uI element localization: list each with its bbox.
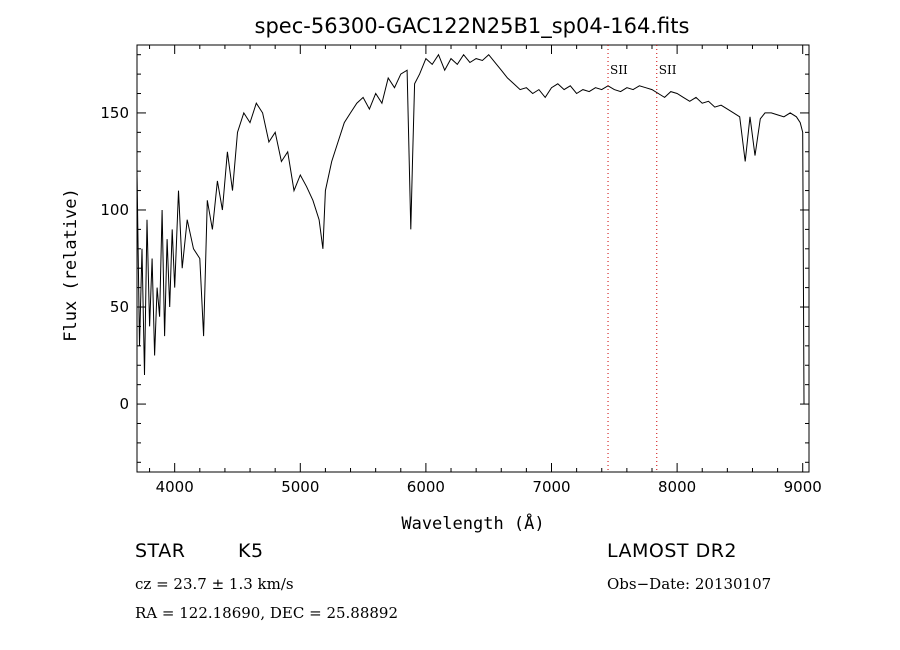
x-tick-label: 5000 xyxy=(281,478,319,496)
redshift-readout: cz = 23.7 ± 1.3 km/s xyxy=(135,575,294,593)
coordinates-readout: RA = 122.18690, DEC = 25.88892 xyxy=(135,604,399,622)
y-tick-label: 50 xyxy=(110,298,129,316)
spectrum-line xyxy=(136,53,805,405)
x-tick-label: 9000 xyxy=(784,478,822,496)
spectral-subclass: K5 xyxy=(238,540,264,562)
survey-name: LAMOST DR2 xyxy=(607,540,737,562)
line-marker-label: SII xyxy=(659,63,677,77)
x-axis-label: Wavelength (Å) xyxy=(401,512,544,534)
line-marker-label: SII xyxy=(610,63,628,77)
x-tick-label: 8000 xyxy=(658,478,696,496)
y-tick-label: 0 xyxy=(119,395,129,413)
y-tick-label: 150 xyxy=(100,104,129,122)
y-tick-label: 100 xyxy=(100,201,129,219)
x-tick-label: 6000 xyxy=(407,478,445,496)
plot-frame xyxy=(136,44,810,473)
chart-title: spec-56300-GAC122N25B1_sp04-164.fits xyxy=(255,14,690,39)
y-axis-label: Flux (relative) xyxy=(61,188,81,342)
object-class: STAR xyxy=(135,540,186,562)
x-tick-label: 7000 xyxy=(532,478,570,496)
chart-marks: 4000 5000 6000 7000 8000 9000 0 50 100 150 SII SII xyxy=(100,45,822,496)
x-tick-label: 4000 xyxy=(156,478,194,496)
observation-date: Obs−Date: 20130107 xyxy=(607,575,772,593)
